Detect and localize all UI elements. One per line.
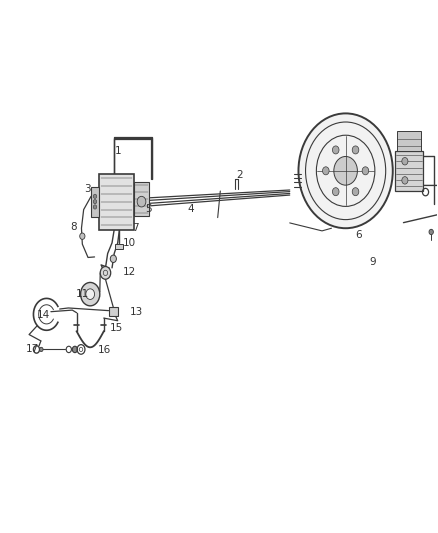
Circle shape xyxy=(93,194,97,198)
Circle shape xyxy=(402,176,408,184)
Bar xyxy=(109,308,118,316)
Text: 2: 2 xyxy=(237,170,243,180)
Circle shape xyxy=(322,167,329,175)
Text: 8: 8 xyxy=(71,222,78,232)
Circle shape xyxy=(334,157,357,185)
Bar xyxy=(115,244,123,249)
Text: 11: 11 xyxy=(76,289,89,299)
Text: 10: 10 xyxy=(123,238,136,247)
Circle shape xyxy=(72,346,78,353)
Circle shape xyxy=(362,167,369,175)
Bar xyxy=(397,131,421,151)
Circle shape xyxy=(80,233,85,239)
Text: 14: 14 xyxy=(37,310,50,320)
Text: 13: 13 xyxy=(130,306,144,317)
Text: 1: 1 xyxy=(114,146,121,156)
Text: 3: 3 xyxy=(84,184,91,195)
Circle shape xyxy=(429,229,433,235)
Circle shape xyxy=(81,282,100,306)
Circle shape xyxy=(86,289,95,300)
Text: 16: 16 xyxy=(98,345,111,356)
Circle shape xyxy=(402,158,408,165)
Circle shape xyxy=(39,348,43,352)
Circle shape xyxy=(93,205,97,209)
Text: 12: 12 xyxy=(123,267,136,277)
Bar xyxy=(99,174,134,230)
Circle shape xyxy=(332,146,339,154)
Circle shape xyxy=(100,266,111,279)
Text: 4: 4 xyxy=(187,204,194,214)
Circle shape xyxy=(352,146,359,154)
Circle shape xyxy=(110,255,117,263)
Bar xyxy=(134,182,149,216)
Bar xyxy=(395,151,424,191)
Circle shape xyxy=(298,114,393,228)
Text: 6: 6 xyxy=(355,230,362,240)
Circle shape xyxy=(332,188,339,196)
Bar xyxy=(91,187,99,216)
Text: 5: 5 xyxy=(145,204,152,214)
Circle shape xyxy=(352,188,359,196)
Text: 17: 17 xyxy=(25,344,39,354)
Circle shape xyxy=(93,199,97,204)
Text: 15: 15 xyxy=(110,322,123,333)
Text: 9: 9 xyxy=(369,257,376,267)
Text: 7: 7 xyxy=(132,223,138,233)
Circle shape xyxy=(137,196,146,207)
